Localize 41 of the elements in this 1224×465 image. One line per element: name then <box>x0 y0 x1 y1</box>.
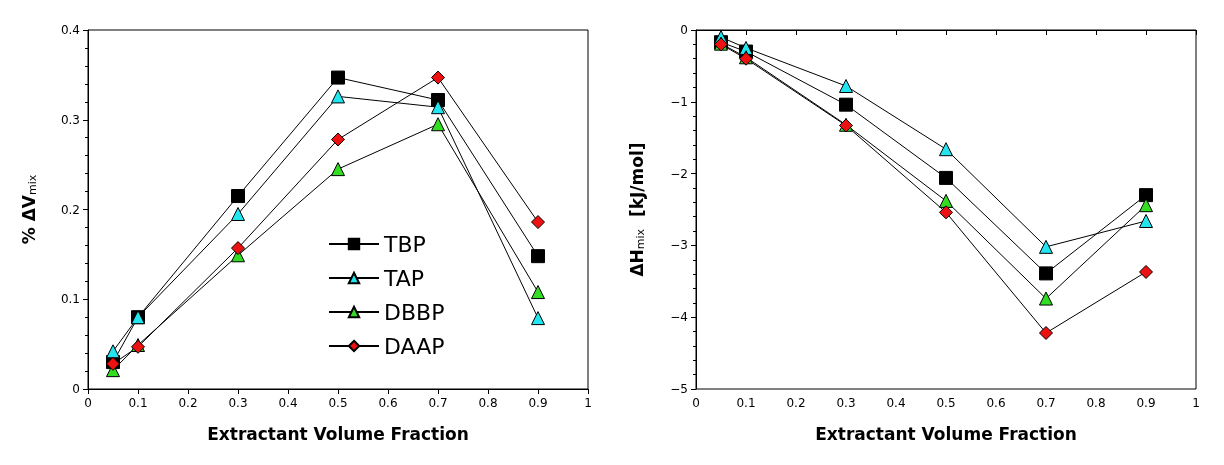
x-tick-label: 0.2 <box>786 396 806 410</box>
x-tick-label: 0.5 <box>936 396 956 410</box>
x-tick-label: 0.2 <box>178 396 198 410</box>
x-tick-label: 0.4 <box>278 396 298 410</box>
x-tick-label: 0.4 <box>886 396 906 410</box>
x-tick-label: 0.9 <box>1136 396 1156 410</box>
x-tick-label: 0 <box>84 396 92 410</box>
legend-label: TBP <box>383 231 426 257</box>
x-tick-label: 0.6 <box>378 396 398 410</box>
x-tick-label: 0.7 <box>428 396 448 410</box>
legend-label: TAP <box>383 265 425 291</box>
x-tick-label: 0.1 <box>736 396 756 410</box>
y-tick-label: −3 <box>670 238 688 253</box>
y-tick-label: −4 <box>670 310 688 325</box>
y-tick-label: −5 <box>670 382 688 396</box>
y-tick-label: −2 <box>670 166 688 181</box>
x-tick-label: 0.5 <box>328 396 348 410</box>
x-axis-title: Extractant Volume Fraction <box>207 423 469 444</box>
x-axis-title: Extractant Volume Fraction <box>815 423 1077 444</box>
y-axis-title: % ΔVmix <box>18 174 39 245</box>
legend-label: DBBP <box>384 299 445 325</box>
y-tick-label: 0.2 <box>60 202 80 217</box>
x-tick-label: 0.6 <box>986 396 1006 410</box>
x-tick-label: 0.7 <box>1036 396 1056 410</box>
y-axis-title: ΔHmix [kJ/mol] <box>626 142 647 277</box>
y-tick-label: 0.4 <box>60 23 80 37</box>
x-tick-label: 1 <box>1192 396 1200 410</box>
x-tick-label: 0.8 <box>478 396 498 410</box>
x-tick-label: 0.3 <box>836 396 856 410</box>
x-tick-label: 1 <box>584 396 592 410</box>
y-tick-label: 0.1 <box>60 292 80 307</box>
y-tick-label: 0.3 <box>60 112 80 127</box>
y-tick-label: 0 <box>72 382 80 396</box>
y-tick-label: −1 <box>670 94 688 109</box>
x-tick-label: 0.9 <box>528 396 548 410</box>
x-tick-label: 0 <box>692 396 700 410</box>
x-tick-label: 0.3 <box>228 396 248 410</box>
x-tick-label: 0.1 <box>128 396 148 410</box>
x-tick-label: 0.8 <box>1086 396 1106 410</box>
y-tick-label: 0 <box>680 23 688 37</box>
legend-label: DAAP <box>384 333 445 359</box>
